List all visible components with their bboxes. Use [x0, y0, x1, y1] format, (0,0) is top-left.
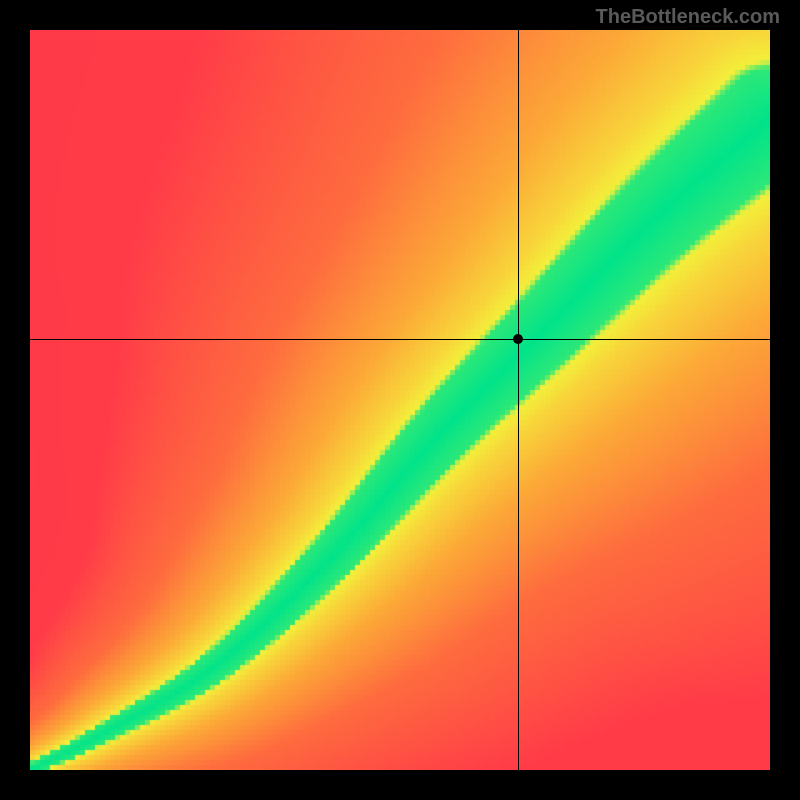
heatmap-canvas [30, 30, 770, 770]
watermark-text: TheBottleneck.com [596, 6, 780, 29]
heatmap-chart [30, 30, 770, 770]
crosshair-vertical [518, 30, 519, 770]
crosshair-horizontal [30, 339, 770, 340]
crosshair-marker [513, 334, 523, 344]
